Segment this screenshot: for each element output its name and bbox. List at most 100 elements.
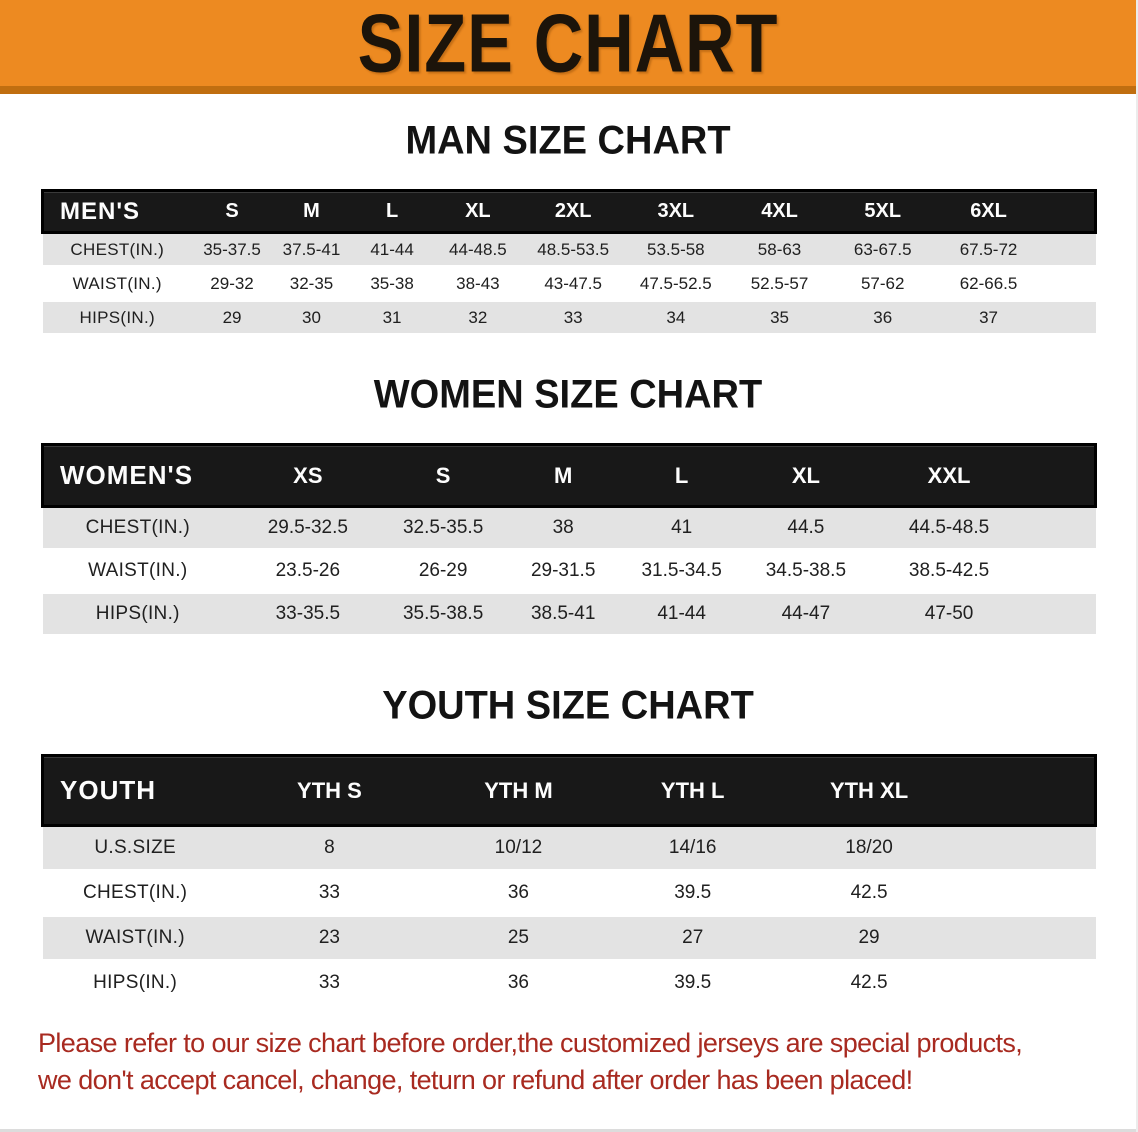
row-filler	[958, 960, 1096, 1007]
header-filler	[1027, 444, 1096, 507]
row-label: CHEST(IN.)	[42, 506, 234, 551]
size-value: 32-35	[272, 266, 351, 302]
size-column-header: S	[382, 444, 504, 507]
size-value: 47.5-52.5	[623, 266, 728, 302]
size-value: 10/12	[431, 825, 606, 872]
row-filler	[1027, 506, 1096, 551]
size-value: 34.5-38.5	[740, 549, 872, 594]
size-column-header: 3XL	[623, 190, 728, 233]
row-label: HIPS(IN.)	[42, 300, 193, 336]
size-value: 25	[431, 915, 606, 962]
table-row: HIPS(IN.) 33-35.5 35.5-38.5 38.5-41 41-44 44-…	[42, 592, 1096, 637]
size-value: 29-31.5	[503, 549, 623, 594]
size-value: 52.5-57	[727, 266, 832, 302]
size-value: 26-29	[382, 549, 504, 594]
size-value: 47-50	[871, 592, 1027, 637]
size-column-header: L	[351, 190, 434, 233]
table-header-row: MEN'S S M L XL 2XL 3XL 4XL 5XL 6XL	[42, 190, 1096, 233]
size-table: WOMEN'S XS S M L XL XXL CHEST(IN.) 29.5-32.5 32.5…	[41, 443, 1097, 637]
size-value: 32	[433, 300, 523, 336]
size-value: 29	[779, 915, 959, 962]
row-filler	[1042, 232, 1096, 268]
women-size-table: WOMEN'S XS S M L XL XXL CHEST(IN.) 29.5-32.5 32.5…	[41, 443, 1097, 637]
size-value: 44-48.5	[433, 232, 523, 268]
size-column-header: 6XL	[934, 190, 1043, 233]
row-label: HIPS(IN.)	[42, 960, 228, 1007]
size-column-header: 2XL	[522, 190, 624, 233]
size-value: 41-44	[622, 592, 741, 637]
row-label: WAIST(IN.)	[42, 549, 234, 594]
size-column-header: S	[192, 190, 273, 233]
youth-size-table: YOUTH YTH S YTH M YTH L YTH XL U.S.SIZE 8 10/12…	[41, 754, 1097, 1007]
size-value: 39.5	[605, 870, 780, 917]
size-value: 35	[727, 300, 832, 336]
size-column-header: YTH XL	[779, 755, 959, 826]
size-value: 18/20	[779, 825, 959, 872]
size-value: 35-38	[351, 266, 434, 302]
row-label: WAIST(IN.)	[42, 915, 228, 962]
size-table: YOUTH YTH S YTH M YTH L YTH XL U.S.SIZE 8 10/12…	[41, 754, 1097, 1007]
table-header-label: MEN'S	[42, 190, 193, 233]
size-value: 36	[431, 960, 606, 1007]
row-label: HIPS(IN.)	[42, 592, 234, 637]
size-column-header: 5XL	[831, 190, 935, 233]
size-value: 38-43	[433, 266, 523, 302]
size-column-header: YTH M	[431, 755, 606, 826]
youth-section-title: YOUTH SIZE CHART	[382, 683, 754, 729]
size-value: 33-35.5	[233, 592, 383, 637]
size-value: 8	[227, 825, 432, 872]
size-value: 30	[272, 300, 351, 336]
row-filler	[1027, 592, 1096, 637]
size-column-header: YTH S	[227, 755, 432, 826]
row-filler	[958, 870, 1096, 917]
size-value: 34	[623, 300, 728, 336]
header-filler	[958, 755, 1096, 826]
size-value: 58-63	[727, 232, 832, 268]
bottom-edge-line	[0, 1129, 1136, 1132]
footer-line-1: Please refer to our size chart before or…	[38, 1028, 1023, 1058]
size-value: 14/16	[605, 825, 780, 872]
size-value: 41	[622, 506, 741, 551]
size-value: 29.5-32.5	[233, 506, 383, 551]
size-value: 29-32	[192, 266, 273, 302]
table-row: WAIST(IN.) 23.5-26 26-29 29-31.5 31.5-34.5 34…	[42, 549, 1096, 594]
size-column-header: L	[622, 444, 741, 507]
size-value: 38.5-41	[503, 592, 623, 637]
table-header-row: WOMEN'S XS S M L XL XXL	[42, 444, 1096, 507]
size-value: 35-37.5	[192, 232, 273, 268]
size-value: 32.5-35.5	[382, 506, 504, 551]
size-value: 31	[351, 300, 434, 336]
size-value: 38.5-42.5	[871, 549, 1027, 594]
size-value: 39.5	[605, 960, 780, 1007]
size-value: 62-66.5	[934, 266, 1043, 302]
table-header-label: YOUTH	[42, 755, 228, 826]
table-row: CHEST(IN.) 35-37.5 37.5-41 41-44 44-48.5 48.5…	[42, 232, 1096, 268]
size-column-header: M	[503, 444, 623, 507]
footer-note: Please refer to our size chart before or…	[38, 1025, 1136, 1100]
size-column-header: 4XL	[727, 190, 832, 233]
row-label: WAIST(IN.)	[42, 266, 193, 302]
size-value: 48.5-53.5	[522, 232, 624, 268]
size-value: 23	[227, 915, 432, 962]
row-filler	[1042, 266, 1096, 302]
size-value: 53.5-58	[623, 232, 728, 268]
men-size-table: MEN'S S M L XL 2XL 3XL 4XL 5XL 6XL CHEST(IN.) 35-37…	[41, 189, 1097, 336]
table-row: CHEST(IN.) 33 36 39.5 42.5	[42, 870, 1096, 917]
size-column-header: XL	[433, 190, 523, 233]
size-value: 44-47	[740, 592, 872, 637]
size-value: 38	[503, 506, 623, 551]
table-row: CHEST(IN.) 29.5-32.5 32.5-35.5 38 41 44.5 44.5…	[42, 506, 1096, 551]
header-filler	[1042, 190, 1096, 233]
size-value: 44.5	[740, 506, 872, 551]
size-value: 35.5-38.5	[382, 592, 504, 637]
banner: SIZE CHART	[0, 0, 1136, 94]
size-column-header: XXL	[871, 444, 1027, 507]
size-column-header: YTH L	[605, 755, 780, 826]
table-row: WAIST(IN.) 29-32 32-35 35-38 38-43 43-47.5 47.…	[42, 266, 1096, 302]
size-value: 42.5	[779, 960, 959, 1007]
table-row: HIPS(IN.) 29 30 31 32 33 34 35 36 37	[42, 300, 1096, 336]
women-section-title: WOMEN SIZE CHART	[373, 372, 763, 418]
size-value: 37.5-41	[272, 232, 351, 268]
table-row: U.S.SIZE 8 10/12 14/16 18/20	[42, 825, 1096, 872]
